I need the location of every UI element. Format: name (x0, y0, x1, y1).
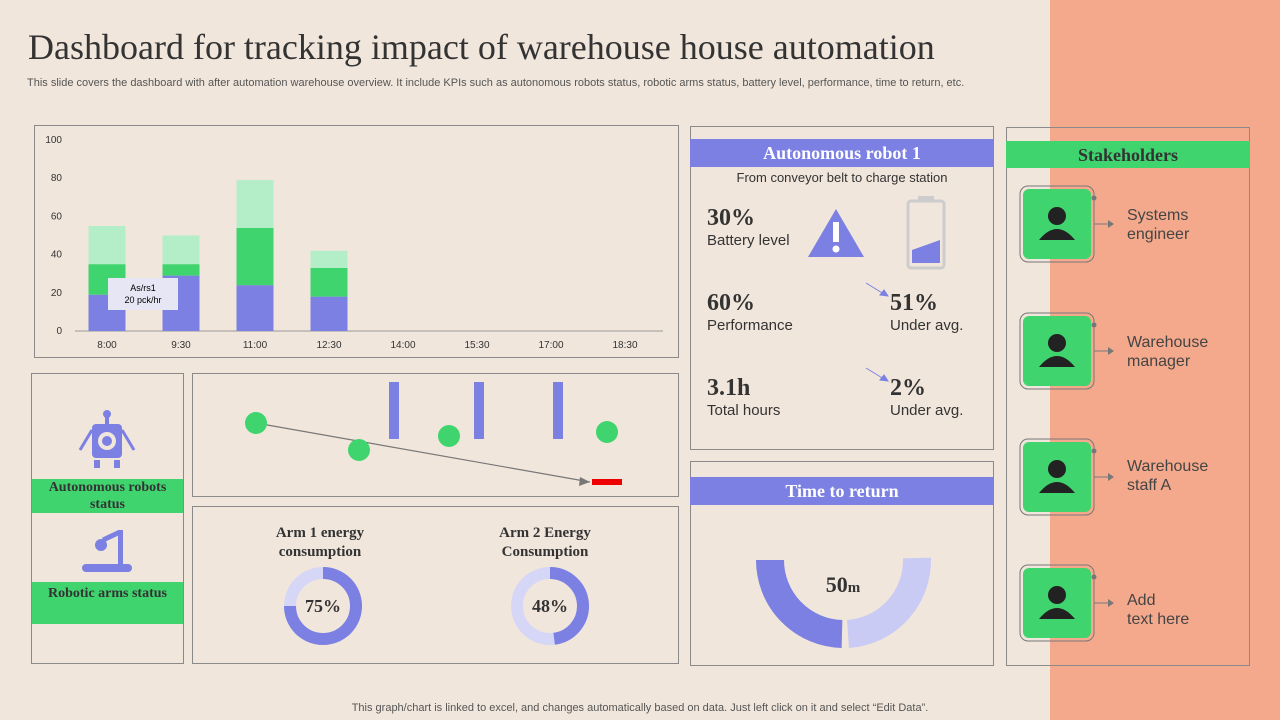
battery-icon (906, 196, 946, 270)
x-tick-label: 14:00 (390, 340, 415, 351)
donut-title: Arm 1 energy consumption (275, 525, 365, 560)
return-number: 50 (825, 572, 848, 597)
bar-segment (310, 250, 348, 268)
robot-icon (78, 410, 136, 468)
bar-panel (34, 125, 679, 358)
kpi-label: Performance (707, 317, 793, 334)
bar-annotation: As/rs1 20 pck/hr (108, 278, 178, 310)
x-tick-label: 9:30 (171, 340, 191, 351)
arm-panel (192, 506, 679, 664)
y-tick-label: 20 (51, 288, 63, 299)
person-head (1048, 460, 1066, 478)
x-tick-label: 18:30 (612, 340, 637, 351)
x-tick-label: 12:30 (316, 340, 341, 351)
person-body (1039, 356, 1075, 367)
y-tick-label: 40 (51, 250, 63, 261)
robot-panel (690, 126, 994, 450)
y-tick-label: 0 (56, 326, 62, 337)
kpi-value: 2% (890, 375, 926, 401)
robots-status-label: Autonomous robots status (32, 479, 183, 513)
kpi: 3.1h Total hours (707, 375, 780, 419)
stakeholders-title: Stakeholders (1006, 141, 1250, 168)
kpi-value: 3.1h (707, 375, 751, 401)
return-unit: m (847, 580, 861, 596)
arrow (1108, 347, 1114, 355)
return-panel-title: Time to return (690, 477, 994, 505)
annotation-line: As/rs1 (130, 283, 156, 293)
y-tick-label: 100 (45, 135, 62, 146)
bar-segment (88, 225, 126, 265)
kpi-label: Total hours (707, 402, 781, 419)
kpi-value: 51% (890, 290, 938, 316)
stakeholder-name: Add text here (1127, 592, 1190, 628)
stakeholder-cards (1019, 185, 1114, 642)
arm-icon (82, 529, 132, 572)
subtitle: This slide covers the dashboard with aft… (27, 77, 965, 89)
y-tick-label: 60 (51, 211, 63, 222)
bar-segment (236, 285, 274, 331)
connector (1093, 451, 1110, 478)
x-tick-label: 11:00 (243, 340, 268, 351)
trend-panel (192, 373, 679, 497)
kpi: 30% Battery level (707, 205, 790, 249)
trend-decoration (245, 382, 622, 486)
x-tick-label: 15:30 (464, 340, 489, 351)
kpi: 51% Under avg. (890, 290, 963, 334)
stakeholder-name: Warehouse staff A (1127, 458, 1209, 494)
warning-icon (808, 209, 864, 257)
person-body (1039, 608, 1075, 619)
footer: This graph/chart is linked to excel, and… (351, 702, 929, 714)
stakeholder-name: Systems engineer (1127, 207, 1190, 243)
person-body (1039, 482, 1075, 493)
stakeholder-name: Warehouse manager (1127, 334, 1209, 370)
connector (1093, 577, 1110, 604)
kpi-label: Under avg. (890, 317, 964, 334)
bar-segment (162, 264, 200, 276)
robot-panel-subtitle: From conveyor belt to charge station (736, 170, 948, 185)
kpi-label: Battery level (707, 232, 790, 249)
connector (1093, 325, 1110, 352)
person-head (1048, 207, 1066, 225)
bar-segment (310, 296, 348, 331)
x-tick-label: 17:00 (538, 340, 563, 351)
donut-label: 48% (532, 596, 568, 616)
bar-segment (162, 235, 200, 265)
status-panel (31, 373, 184, 664)
arms-status-label: Robotic arms status (32, 582, 183, 624)
y-tick-label: 80 (51, 173, 63, 184)
person-head (1048, 586, 1066, 604)
donut-label: 75% (305, 596, 341, 616)
person-body (1039, 229, 1075, 240)
arrow (1108, 220, 1114, 228)
kpi-value: 60% (707, 290, 755, 316)
return-value: 50m (790, 572, 896, 598)
kpi: 2% Under avg. (890, 375, 963, 419)
bar-segment (236, 180, 274, 228)
donut-title: Arm 2 Energy Consumption (499, 525, 591, 560)
kpi: 60% Performance (707, 290, 793, 334)
return-panel (690, 461, 994, 666)
robot-panel-title: Autonomous robot 1 (690, 139, 994, 167)
bar-segment (236, 227, 274, 286)
kpi-value: 30% (707, 205, 755, 231)
kpi-arrows (865, 282, 890, 382)
arrow (1108, 599, 1114, 607)
person-head (1048, 334, 1066, 352)
title: Dashboard for tracking impact of warehou… (28, 27, 935, 67)
arrow (1108, 473, 1114, 481)
x-tick-label: 8:00 (97, 340, 117, 351)
donut-value (284, 567, 362, 645)
stakeholder-panel (1006, 127, 1250, 666)
bar-segment (310, 267, 348, 297)
return-gauge (756, 557, 932, 648)
kpi-label: Under avg. (890, 402, 964, 419)
connector (1093, 198, 1110, 225)
donut-value (549, 567, 589, 645)
annotation-line: 20 pck/hr (124, 295, 162, 305)
